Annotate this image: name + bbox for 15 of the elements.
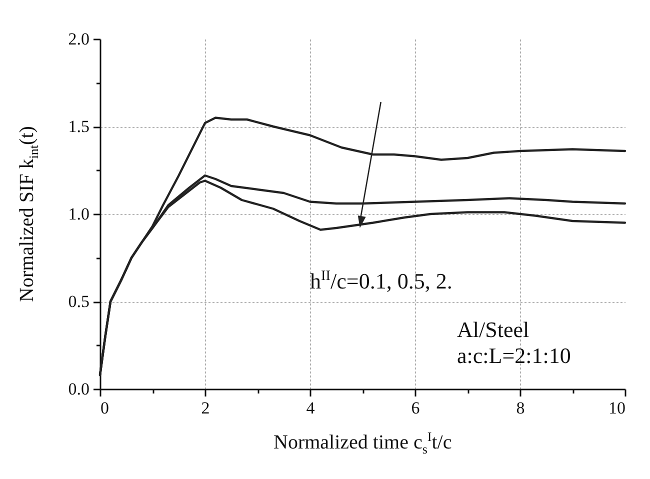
x-tick-label: 0	[100, 398, 109, 418]
x-tick-label: 8	[516, 398, 525, 418]
annotation: Al/Steel	[457, 316, 530, 342]
x-axis-title: Normalized time c$_{s}$$^{I}$t/c	[274, 429, 452, 458]
y-tick-label: 2.0	[68, 30, 90, 48]
y-tick-label: 0.0	[68, 380, 90, 398]
annotation: a:c:L=2:1:10	[457, 342, 571, 369]
y-tick-label: 1.5	[68, 117, 90, 136]
annotation: h$^{II}$/c=0.1, 0.5, 2.	[310, 268, 452, 294]
x-tick-label: 10	[608, 398, 626, 418]
x-tick-label: 6	[411, 398, 420, 418]
y-tick-label: 0.5	[68, 292, 90, 311]
x-tick-label: 4	[306, 398, 316, 418]
x-tick-label: 2	[201, 398, 210, 418]
y-tick-label: 1.0	[68, 204, 90, 224]
